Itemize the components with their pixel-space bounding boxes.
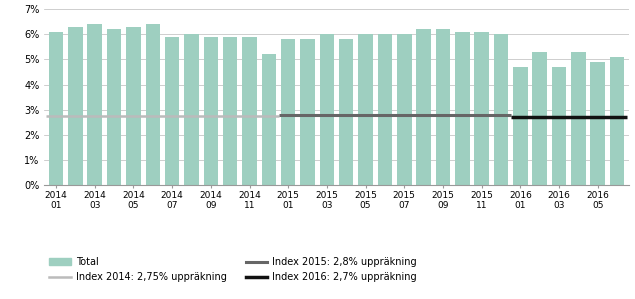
Bar xyxy=(455,32,469,185)
Bar xyxy=(165,37,179,185)
Bar xyxy=(223,37,237,185)
Bar xyxy=(107,29,121,185)
Bar xyxy=(262,54,276,185)
Bar xyxy=(378,34,392,185)
Bar xyxy=(242,37,257,185)
Bar xyxy=(513,67,528,185)
Bar xyxy=(417,29,431,185)
Bar xyxy=(126,27,141,185)
Bar xyxy=(281,39,295,185)
Bar xyxy=(184,34,199,185)
Bar xyxy=(474,32,489,185)
Bar xyxy=(571,52,585,185)
Bar xyxy=(397,34,411,185)
Bar xyxy=(68,27,83,185)
Bar xyxy=(300,39,315,185)
Bar xyxy=(494,34,508,185)
Bar xyxy=(88,24,102,185)
Bar xyxy=(610,57,624,185)
Bar xyxy=(591,62,605,185)
Bar xyxy=(339,39,354,185)
Legend: Total, Index 2014: 2,75% uppräkning, Index 2015: 2,8% uppräkning, Index 2016: 2,: Total, Index 2014: 2,75% uppräkning, Ind… xyxy=(50,257,417,282)
Bar xyxy=(436,29,450,185)
Bar xyxy=(49,32,64,185)
Bar xyxy=(358,34,373,185)
Bar xyxy=(552,67,566,185)
Bar xyxy=(145,24,160,185)
Bar xyxy=(319,34,334,185)
Bar xyxy=(532,52,547,185)
Bar xyxy=(204,37,218,185)
